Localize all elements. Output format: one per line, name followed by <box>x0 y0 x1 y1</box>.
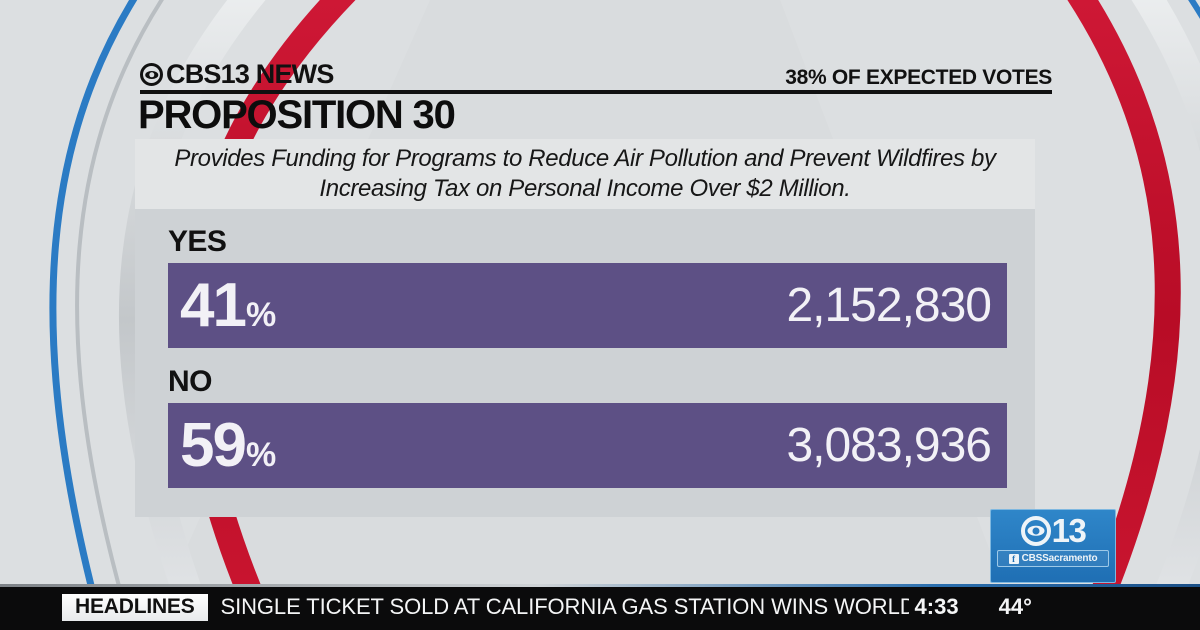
channel-number: 13 <box>1051 512 1087 549</box>
results-panel: YES 41 % 2,152,830 NO 59 % 3,083,936 <box>135 209 1035 517</box>
social-handle-label: CBSSacramento <box>1021 553 1098 564</box>
ticker-headline: SINGLE TICKET SOLD AT CALIFORNIA GAS STA… <box>220 594 909 619</box>
expected-votes-label: 38% OF EXPECTED VOTES <box>785 66 1052 89</box>
percent-value-yes: 41 <box>180 270 247 340</box>
network-brand-label: CBS13 NEWS <box>166 59 334 89</box>
station-logo-bug: 13 f CBSSacramento <box>990 509 1116 583</box>
result-row-no: NO 59 % 3,083,936 <box>168 367 1007 488</box>
cbs-eye-icon <box>140 63 163 86</box>
ticker-temperature: 44° <box>998 594 1032 619</box>
percent-value-no: 59 <box>180 410 247 480</box>
station-logo-main: 13 <box>1020 512 1087 549</box>
measure-description: Provides Funding for Programs to Reduce … <box>174 145 996 202</box>
result-bar-no: 59 % 3,083,936 <box>168 403 1007 488</box>
ticker-top-accent <box>0 584 1200 587</box>
percent-sign-no: % <box>245 435 276 474</box>
measure-description-strip: Provides Funding for Programs to Reduce … <box>135 139 1035 209</box>
vote-count-no: 3,083,936 <box>786 418 992 472</box>
vote-count-yes: 2,152,830 <box>786 278 992 332</box>
option-label-no: NO <box>168 365 212 398</box>
percent-group-yes: 41 % <box>180 270 276 340</box>
ticker-category-label: HEADLINES <box>62 593 208 621</box>
facebook-icon: f <box>1008 553 1019 564</box>
header-bar: CBS13 NEWS 38% OF EXPECTED VOTES <box>140 50 1052 88</box>
header-divider <box>140 90 1052 94</box>
social-handle-strip: f CBSSacramento <box>997 550 1109 567</box>
network-brand: CBS13 NEWS <box>140 61 334 88</box>
option-label-yes: YES <box>168 225 227 258</box>
percent-sign-yes: % <box>245 295 276 334</box>
result-row-yes: YES 41 % 2,152,830 <box>168 227 1007 348</box>
percent-group-no: 59 % <box>180 410 276 480</box>
result-bar-yes: 41 % 2,152,830 <box>168 263 1007 348</box>
cbs-eye-icon <box>1020 515 1051 546</box>
ticker-clock: 4:33 <box>914 594 959 619</box>
news-ticker: HEADLINES SINGLE TICKET SOLD AT CALIFORN… <box>0 584 1200 630</box>
page-title: PROPOSITION 30 <box>138 93 456 137</box>
